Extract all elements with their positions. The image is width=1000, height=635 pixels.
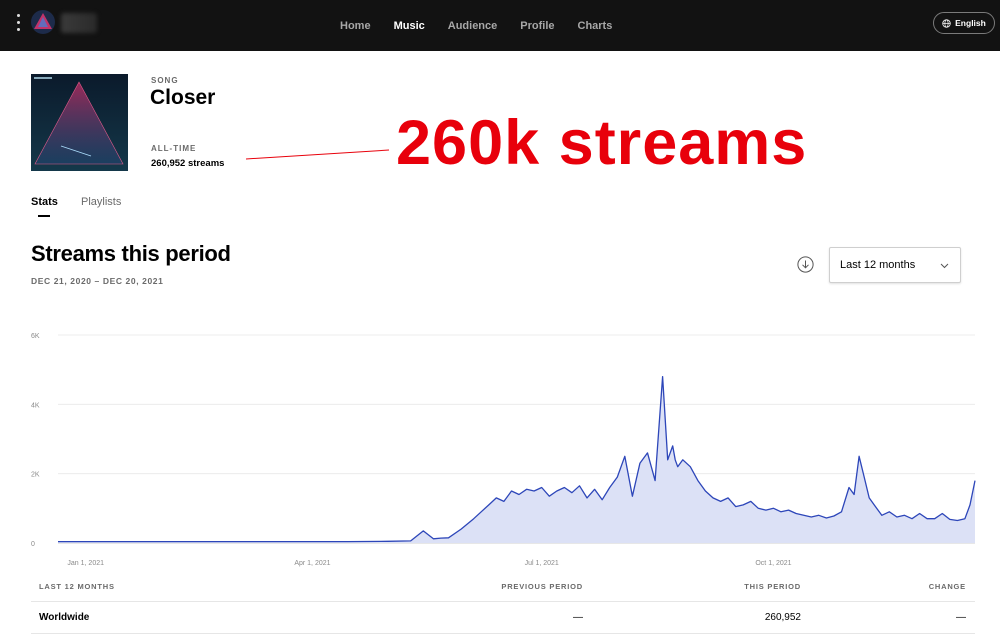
y-tick-label: 0 [31,541,35,548]
date-range: DEC 21, 2020 – DEC 20, 2021 [31,276,164,286]
annotation-text: 260k streams [396,108,808,178]
x-tick-label: Jul 1, 2021 [525,560,559,567]
table-header-label: LAST 12 MONTHS [39,582,115,591]
alltime-streams: 260,952 streams [151,158,225,169]
x-tick-label: Oct 1, 2021 [755,560,791,567]
chevron-down-icon [940,263,949,269]
x-tick-label: Jan 1, 2021 [67,560,104,567]
language-button[interactable]: English [933,12,995,34]
series-line [58,375,976,543]
table-row-previous: — [573,612,583,623]
alltime-label: ALL-TIME [151,144,197,153]
language-label: English [955,18,986,28]
section-title: Streams this period [31,241,231,266]
x-tick-label: Apr 1, 2021 [294,560,330,567]
table-row-this: 260,952 [764,612,801,623]
tab-stats[interactable]: Stats [31,196,58,208]
nav-charts[interactable]: Charts [577,19,613,32]
download-icon[interactable] [797,256,814,273]
period-select-value: Last 12 months [840,259,916,271]
active-tab-indicator [38,215,50,217]
main-nav: Home Music Audience Profile Charts [340,0,635,51]
table-header-this: THIS PERIOD [744,582,801,591]
globe-icon [942,18,951,28]
tab-playlists[interactable]: Playlists [81,196,122,208]
table-header-previous: PREVIOUS PERIOD [501,582,583,591]
table-divider [31,601,975,602]
table-header-change: CHANGE [928,582,966,591]
series-area [58,376,975,543]
nav-profile[interactable]: Profile [520,19,555,32]
nav-home[interactable]: Home [340,19,371,32]
y-tick-label: 2K [31,472,40,479]
y-tick-label: 4K [31,402,40,409]
period-select[interactable]: Last 12 months [829,247,961,283]
artist-logo-icon[interactable] [30,9,56,35]
song-type-label: SONG [151,76,179,85]
nav-audience[interactable]: Audience [447,19,498,32]
annotation-line [246,149,390,160]
table-divider-bottom [31,633,975,634]
top-nav: Home Music Audience Profile Charts Engli… [0,0,1000,51]
kebab-menu-icon[interactable] [14,14,22,36]
nav-music[interactable]: Music [393,19,425,32]
artist-name-blurred [61,13,97,33]
table-row-name: Worldwide [39,612,90,623]
streams-chart: 0 2K 4K 6K Jan 1, 2021 Apr 1, 2021 Jul 1, 2021… [31,333,976,567]
table-row-change: — [956,612,966,623]
y-tick-label: 6K [31,333,40,340]
album-cover [31,74,128,171]
song-title: Closer [150,86,216,109]
